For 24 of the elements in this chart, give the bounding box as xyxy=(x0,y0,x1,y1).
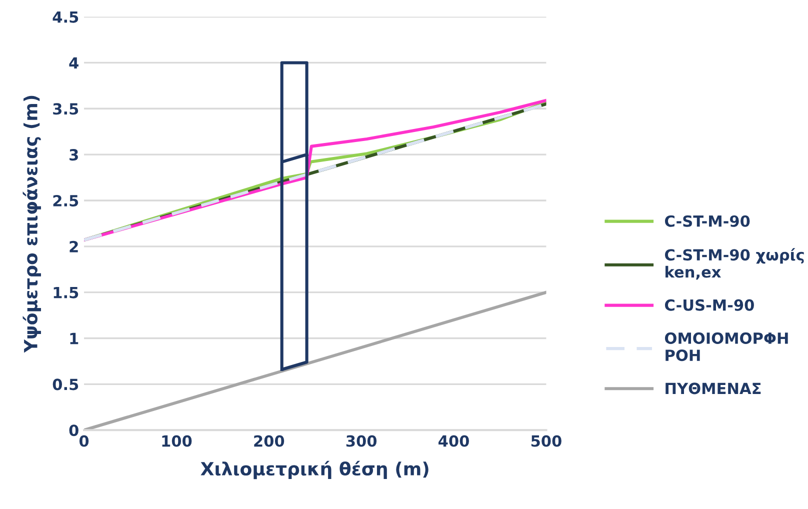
x-tick-label: 0 xyxy=(79,435,89,447)
y-tick-label: 3.5 xyxy=(53,103,78,115)
y-tick-label: 2 xyxy=(70,240,78,252)
legend-label: ΠΥΘΜΕΝΑΣ xyxy=(666,382,761,394)
x-tick-label: 500 xyxy=(531,435,562,447)
y-tick-label: 0.5 xyxy=(52,378,78,390)
x-tick-label: 300 xyxy=(346,435,377,447)
x-axis-title: Χιλιομετρική θέση (m) xyxy=(200,460,428,480)
x-tick-label: 100 xyxy=(162,435,192,447)
x-tick-label: 200 xyxy=(254,435,284,447)
y-tick-label: 0 xyxy=(69,424,78,436)
legend-label: C-ST-M-90 χωρίς ken,ex xyxy=(664,248,804,280)
y-tick-label: 2.5 xyxy=(53,194,78,207)
x-tick-label: 400 xyxy=(438,435,469,447)
legend-label: C-US-M-90 xyxy=(664,299,754,311)
y-axis-title: Υψόμετρο επιφάνειας (m) xyxy=(22,96,41,353)
legend-label: ΟΜΟΙΟΜΟΡΦΗ ΡΟΗ xyxy=(664,332,788,362)
y-tick-label: 1.5 xyxy=(54,287,78,298)
y-tick-label: 4.5 xyxy=(52,11,78,23)
y-tick-label: 4 xyxy=(69,57,78,69)
y-tick-label: 1 xyxy=(70,332,78,344)
y-tick-label: 3 xyxy=(70,149,78,161)
line-series xyxy=(280,61,308,372)
legend-label: C-ST-M-90 xyxy=(664,215,750,227)
